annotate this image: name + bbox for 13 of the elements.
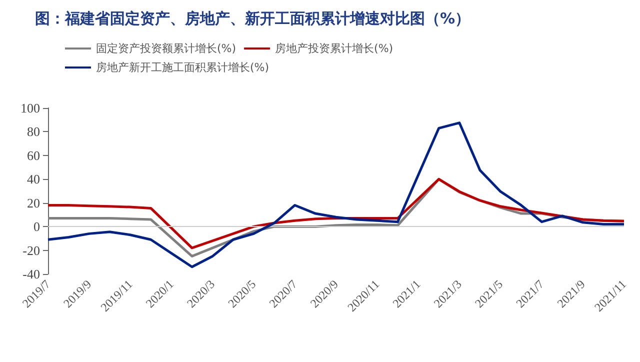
legend-label: 房地产新开工施工面积累计增长(%): [96, 61, 270, 74]
y-tick-label: 0: [34, 219, 40, 234]
y-tick-label: -20: [22, 242, 40, 258]
y-tick-label: 40: [27, 172, 40, 187]
legend-label: 房地产投资累计增长(%): [275, 42, 394, 55]
legend-label: 固定资产投资额累计增长(%): [96, 42, 236, 55]
y-tick-label: 60: [27, 148, 40, 163]
chart-title: 图：福建省固定资产、房地产、新开工面积累计增速对比图（%）: [35, 10, 470, 28]
line-series: [46, 122, 626, 268]
y-tick-label: 80: [27, 124, 40, 140]
y-tick-label: 20: [27, 195, 40, 210]
y-tick-label: 100: [20, 100, 40, 116]
y-tick-label: -40: [22, 266, 40, 282]
